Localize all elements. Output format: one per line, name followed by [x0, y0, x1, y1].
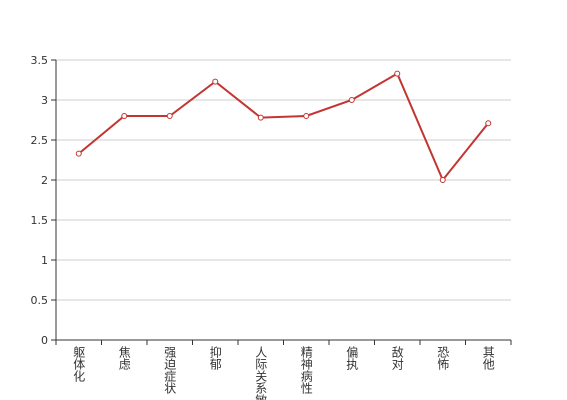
- x-tick-label: 恐怖: [436, 346, 450, 370]
- x-tick-label: 抑郁: [208, 345, 222, 371]
- point: [348, 97, 355, 103]
- point: [394, 70, 401, 77]
- y-tick-label: 1.5: [31, 214, 49, 227]
- point: [303, 113, 310, 119]
- point: [439, 177, 446, 183]
- y-tick-label: 1: [41, 254, 48, 267]
- point: [75, 150, 82, 157]
- x-tick-label: 其他: [481, 346, 495, 370]
- x-tick-label: 偏执: [345, 345, 359, 371]
- point: [166, 113, 173, 119]
- y-tick-label: 0.5: [31, 294, 49, 307]
- point: [257, 114, 264, 121]
- x-tick-label: 精神病性: [299, 346, 313, 395]
- y-tick-label: 0: [41, 334, 48, 347]
- line: [78, 72, 490, 182]
- point: [212, 78, 219, 85]
- y-tick-label: 2: [41, 174, 48, 187]
- point: [121, 113, 128, 119]
- x-tick-label: 焦虑: [117, 346, 131, 370]
- x-tick-label: 强迫症状: [163, 346, 177, 394]
- y-tick-label: 3.5: [31, 54, 49, 67]
- x-tick-label: 敌对: [390, 345, 404, 370]
- point: [485, 120, 492, 127]
- x-tick-label: 人际关系敏感: [254, 346, 268, 400]
- y-tick-label: 2.5: [31, 134, 49, 147]
- y-tick-label: 3: [41, 94, 48, 107]
- x-tick-label: 躯体化: [72, 345, 86, 383]
